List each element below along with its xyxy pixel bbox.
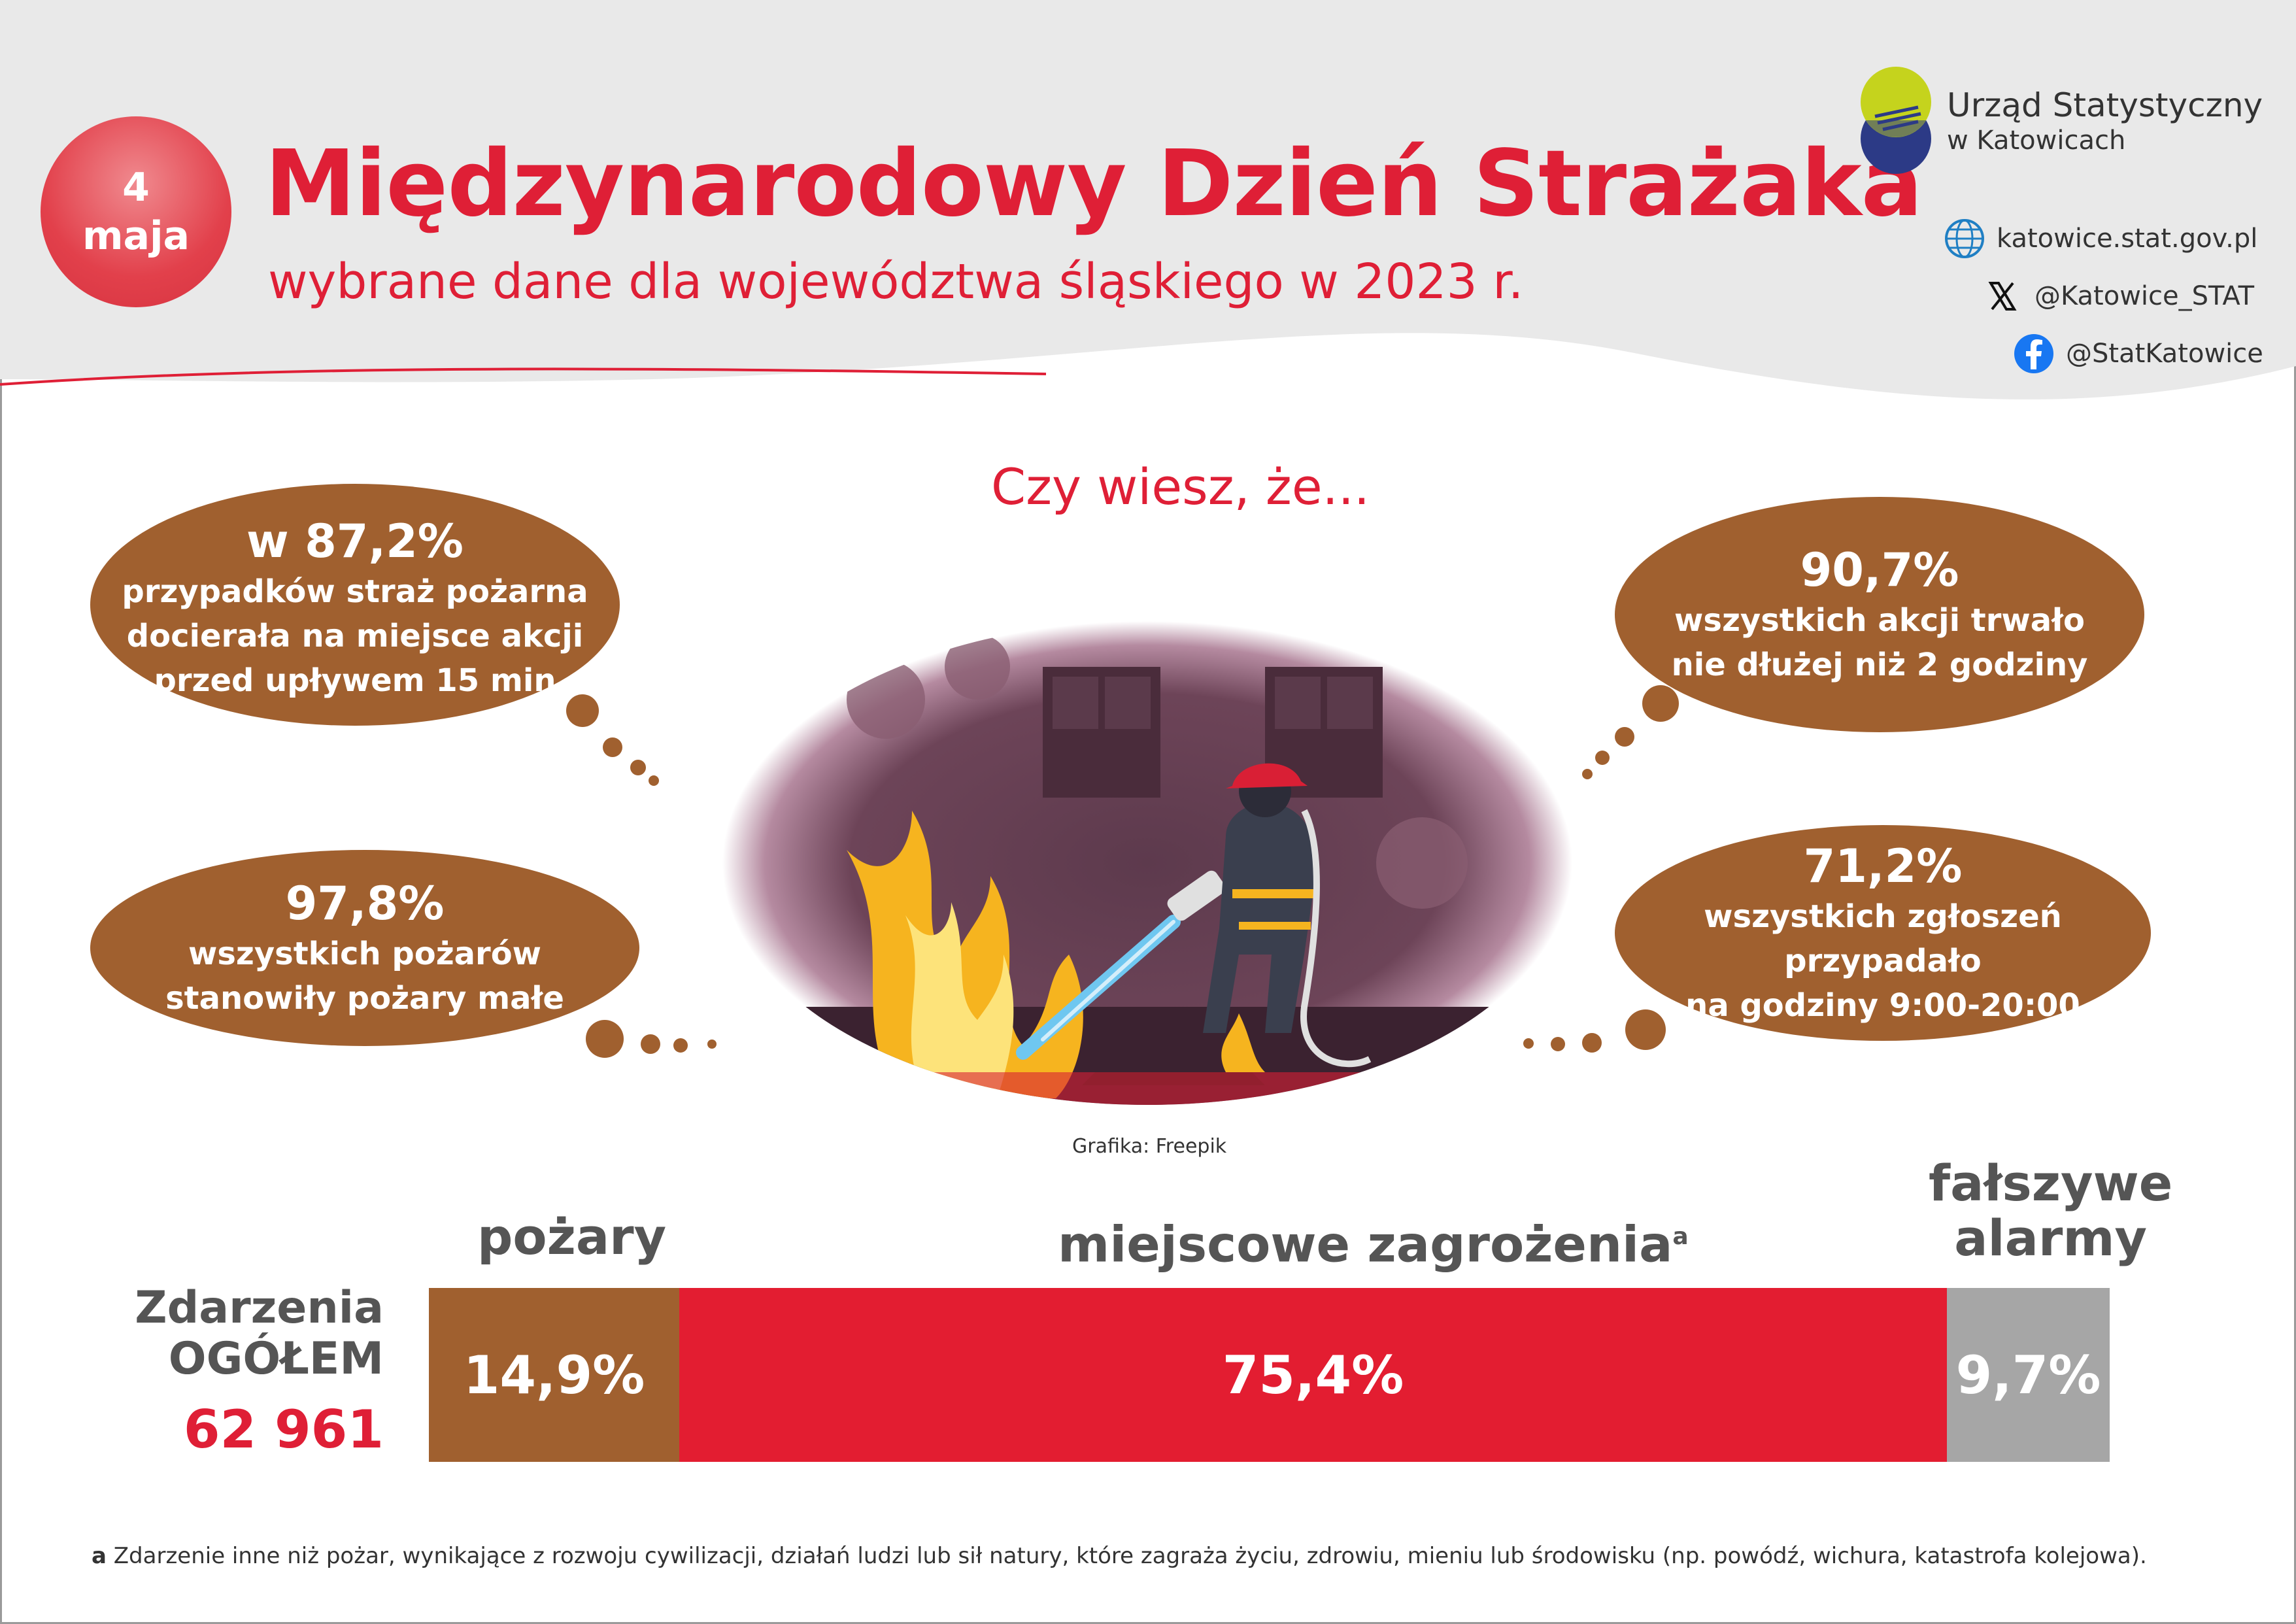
website-link[interactable]: katowice.stat.gov.pl [1943, 217, 2257, 260]
website-text: katowice.stat.gov.pl [1997, 224, 2258, 254]
category-label-text: miejscowe zagrożenia [1058, 1215, 1673, 1274]
fact-text-line: wszystkich akcji trwało [1674, 602, 2085, 639]
category-label-local-threats: miejscowe zagrożeniaa [1058, 1210, 1689, 1272]
fact-bubble-response-time: w 87,2% przypadków straż pożarna dociera… [90, 484, 620, 726]
footnote-marker: a [1672, 1223, 1689, 1250]
category-label-fires: pożary [477, 1208, 667, 1266]
fact-bubble-duration: 90,7% wszystkich akcji trwało nie dłużej… [1615, 497, 2144, 732]
events-total-label-line: OGÓŁEM [168, 1333, 384, 1385]
footnote: a Zdarzenie inne niż pożar, wynikające z… [92, 1543, 2147, 1569]
bar-segment-local-threats: 75,4% [679, 1288, 1947, 1462]
facebook-link[interactable]: @StatKatowice [2012, 332, 2263, 375]
fact-value: w 87,2% [246, 515, 464, 568]
bubble-tail-dot [603, 737, 622, 757]
logo-name: Urząd Statystyczny [1947, 86, 2263, 124]
x-link[interactable]: @Katowice_STAT [1981, 275, 2254, 318]
bubble-tail-dot [1642, 685, 1679, 722]
footnote-text: Zdarzenie inne niż pożar, wynikające z r… [106, 1543, 2147, 1569]
events-total-label: Zdarzenia OGÓŁEM [135, 1283, 384, 1385]
fact-text-line: przed upływem 15 min [154, 662, 556, 699]
bubble-tail-dot [1625, 1009, 1666, 1050]
bubble-tail-dot [1582, 769, 1593, 779]
logo-icon [1861, 67, 1931, 174]
fact-value: 90,7% [1800, 543, 1959, 597]
category-label-false-alarms: fałszywe alarmy [1929, 1156, 2172, 1266]
date-badge: 4 maja [41, 116, 231, 307]
facebook-handle: @StatKatowice [2066, 339, 2263, 369]
fact-value: 71,2% [1803, 839, 1963, 893]
page-title: Międzynarodowy Dzień Strażaka [265, 131, 1923, 237]
x-handle: @Katowice_STAT [2034, 281, 2255, 311]
fact-text-line: nie dłużej niż 2 godziny [1671, 647, 2088, 683]
firefighter-illustration [722, 621, 1572, 1105]
bubble-tail-dot [641, 1034, 660, 1054]
x-logo-icon [1981, 275, 2024, 318]
bubble-tail-dot [630, 760, 646, 775]
fact-bubble-report-hours: 71,2% wszystkich zgłoszeń przypadało na … [1615, 825, 2151, 1041]
globe-icon [1943, 217, 1986, 260]
bubble-tail-dot [707, 1040, 717, 1049]
fact-text-line: stanowiły pożary małe [165, 980, 564, 1017]
bubble-tail-dot [649, 775, 659, 786]
bubble-tail-dot [1582, 1033, 1602, 1053]
fact-text-line: wszystkich pożarów [188, 936, 542, 972]
logo-city: w Katowicach [1947, 126, 2126, 156]
category-label-line: fałszywe [1929, 1154, 2173, 1212]
date-badge-month: maja [82, 213, 190, 259]
bar-segment-label: 14,9% [463, 1344, 645, 1406]
bubble-tail-dot [566, 694, 599, 727]
fact-text-line: na godziny 9:00-20:00 [1685, 987, 2080, 1024]
header-background [0, 0, 2296, 399]
fact-text-line: przypadków straż pożarna [122, 573, 588, 610]
bubble-tail-dot [1551, 1037, 1565, 1051]
fact-value: 97,8% [285, 877, 445, 930]
illustration-credit: Grafika: Freepik [1072, 1135, 1227, 1158]
footnote-marker: a [92, 1543, 107, 1569]
bubble-tail-dot [586, 1020, 624, 1058]
category-label-line: alarmy [1954, 1209, 2148, 1267]
bar-segment-fires: 14,9% [429, 1288, 679, 1462]
page-subtitle: wybrane dane dla województwa śląskiego w… [268, 254, 1524, 310]
fact-text-line: wszystkich zgłoszeń przypadało [1704, 898, 2062, 979]
bar-segment-label: 75,4% [1222, 1344, 1404, 1406]
events-total-label-line: Zdarzenia [135, 1282, 384, 1334]
facebook-icon [2012, 332, 2055, 375]
bubble-tail-dot [1523, 1038, 1534, 1049]
fact-text-line: docierała na miejsce akcji [126, 618, 584, 654]
intro-heading: Czy wiesz, że... [991, 458, 1370, 516]
bar-segment-false-alarms: 9,7% [1947, 1288, 2110, 1462]
fact-bubble-small-fires: 97,8% wszystkich pożarów stanowiły pożar… [90, 850, 639, 1046]
events-total-value: 62 961 [183, 1399, 384, 1460]
bubble-tail-dot [1595, 751, 1610, 765]
date-badge-day: 4 [122, 165, 150, 211]
bubble-tail-dot [673, 1038, 688, 1053]
bar-segment-label: 9,7% [1955, 1344, 2101, 1406]
bubble-tail-dot [1615, 727, 1634, 747]
